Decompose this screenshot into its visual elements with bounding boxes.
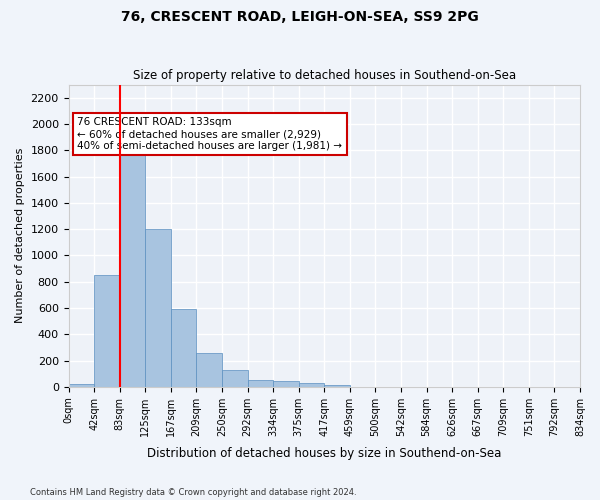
- Title: Size of property relative to detached houses in Southend-on-Sea: Size of property relative to detached ho…: [133, 69, 516, 82]
- Bar: [299, 383, 324, 387]
- Bar: [222, 370, 248, 387]
- X-axis label: Distribution of detached houses by size in Southend-on-Sea: Distribution of detached houses by size …: [147, 447, 502, 460]
- Text: 76 CRESCENT ROAD: 133sqm
← 60% of detached houses are smaller (2,929)
40% of sem: 76 CRESCENT ROAD: 133sqm ← 60% of detach…: [77, 118, 343, 150]
- Bar: [68, 384, 94, 387]
- Y-axis label: Number of detached properties: Number of detached properties: [15, 148, 25, 324]
- Bar: [273, 381, 299, 387]
- Text: Contains HM Land Registry data © Crown copyright and database right 2024.: Contains HM Land Registry data © Crown c…: [30, 488, 356, 497]
- Bar: [94, 275, 119, 387]
- Bar: [171, 310, 196, 387]
- Text: 76, CRESCENT ROAD, LEIGH-ON-SEA, SS9 2PG: 76, CRESCENT ROAD, LEIGH-ON-SEA, SS9 2PG: [121, 10, 479, 24]
- Bar: [145, 229, 171, 387]
- Bar: [248, 380, 273, 387]
- Bar: [196, 352, 222, 387]
- Bar: [324, 385, 350, 387]
- Bar: [119, 150, 145, 387]
